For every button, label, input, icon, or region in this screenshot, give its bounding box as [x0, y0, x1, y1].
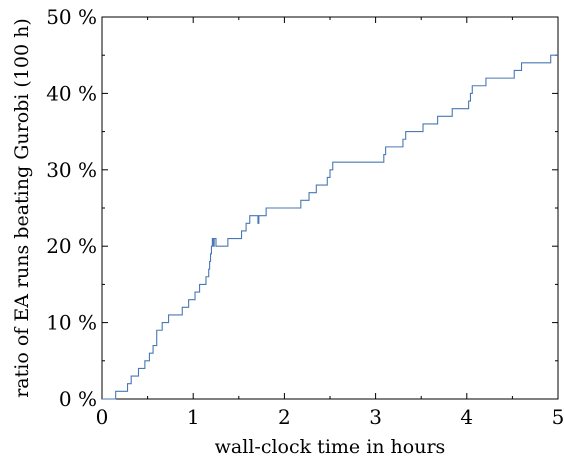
y-tick-label: 20 % — [46, 234, 97, 258]
y-tick-labels: 0 % 10 % 20 % 30 % 40 % 50 % — [46, 5, 97, 411]
x-tick-label: 5 — [552, 405, 564, 429]
y-tick-label: 50 % — [46, 5, 97, 29]
x-tick-labels: 0 1 2 3 4 5 — [96, 405, 564, 429]
x-tick-label: 2 — [278, 405, 291, 429]
plot-frame — [101, 16, 559, 400]
x-axis-label: wall-clock time in hours — [215, 436, 446, 458]
y-axis-label: ratio of EA runs beating Gurobi (100 h) — [11, 18, 33, 398]
y-tick-label: 0 % — [59, 387, 97, 411]
series-layer — [102, 54, 558, 400]
y-tick-label: 30 % — [46, 158, 97, 182]
y-tick-label: 10 % — [46, 311, 97, 335]
x-tick-label: 4 — [460, 405, 473, 429]
x-tick-label: 1 — [187, 405, 200, 429]
major-ticks — [101, 16, 559, 400]
series-line — [102, 54, 558, 400]
y-tick-label: 40 % — [46, 81, 97, 105]
x-tick-label: 0 — [96, 405, 109, 429]
minor-ticks — [102, 17, 558, 399]
x-tick-label: 3 — [369, 405, 382, 429]
